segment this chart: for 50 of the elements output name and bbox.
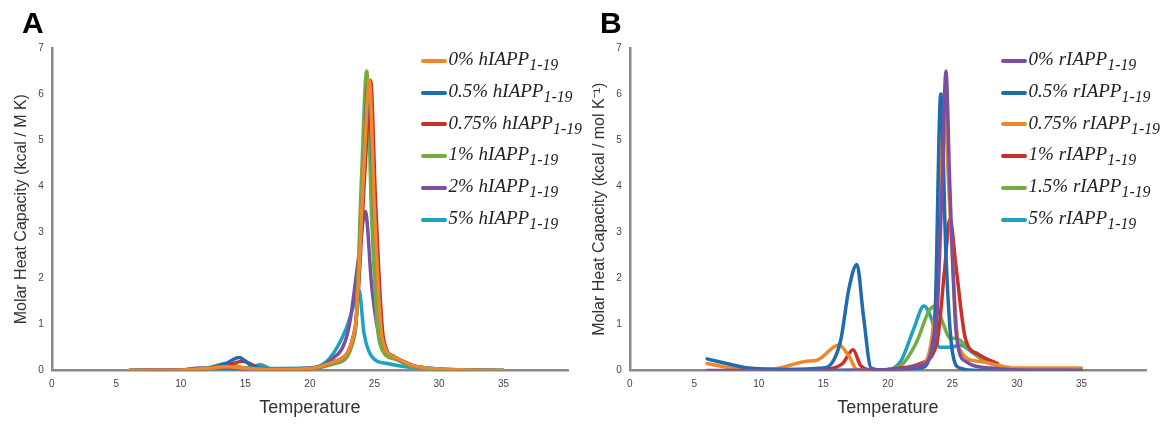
legend-label: 0.75% rIAPP$_{1-19}$ bbox=[1028, 111, 1160, 138]
y-tick-label: 7 bbox=[616, 41, 623, 53]
chart-title: A bbox=[21, 6, 45, 39]
x-tick-label: 15 bbox=[239, 378, 252, 390]
x-tick-label: 30 bbox=[433, 378, 445, 390]
y-tick-label: 4 bbox=[616, 179, 623, 191]
x-tick-label: 0 bbox=[48, 378, 55, 390]
y-tick-label: 4 bbox=[38, 179, 45, 191]
y-tick-label: 6 bbox=[38, 87, 45, 99]
y-tick-label: 1 bbox=[616, 318, 623, 330]
y-tick-label: 0 bbox=[616, 364, 623, 376]
x-tick-label: 5 bbox=[113, 378, 120, 390]
x-tick-label: 10 bbox=[175, 378, 187, 390]
legend-label: 1% hIAPP$_{1-19}$ bbox=[448, 143, 559, 170]
y-tick-label: 3 bbox=[616, 225, 623, 237]
legend-label: 2% hIAPP$_{1-19}$ bbox=[448, 175, 559, 201]
legend-label: 1% rIAPP$_{1-19}$ bbox=[1028, 143, 1137, 170]
legend-label: 0.5% rIAPP$_{1-19}$ bbox=[1028, 79, 1151, 106]
x-tick-label: 15 bbox=[817, 378, 830, 390]
x-tick-label: 30 bbox=[1011, 378, 1023, 390]
x-tick-label: 20 bbox=[304, 378, 316, 390]
y-tick-label: 5 bbox=[616, 133, 623, 145]
x-tick-label: 20 bbox=[882, 378, 894, 390]
y-tick-label: 7 bbox=[38, 41, 45, 53]
y-tick-label: 2 bbox=[38, 272, 45, 284]
legend-label: 0% rIAPP$_{1-19}$ bbox=[1028, 48, 1137, 74]
x-tick-label: 25 bbox=[946, 378, 959, 390]
y-tick-label: 0 bbox=[38, 364, 45, 376]
y-tick-label: 3 bbox=[38, 225, 45, 237]
legend-label: 0.75% hIAPP$_{1-19}$ bbox=[448, 111, 582, 138]
legend-label: 1.5% rIAPP$_{1-19}$ bbox=[1028, 175, 1151, 201]
y-tick-label: 5 bbox=[38, 133, 45, 145]
x-tick-label: 25 bbox=[368, 378, 381, 390]
y-tick-label: 2 bbox=[616, 272, 623, 284]
legend-label: 0% hIAPP$_{1-19}$ bbox=[448, 48, 559, 74]
y-axis-title: Molar Heat Capacity (kcal / mol K⁻¹) bbox=[590, 82, 608, 336]
x-axis-title: Temperature bbox=[259, 397, 361, 418]
y-axis-title: Molar Heat Capacity (kcal / M K) bbox=[12, 94, 30, 325]
y-tick-label: 1 bbox=[38, 318, 45, 330]
x-tick-label: 35 bbox=[1075, 378, 1088, 390]
x-tick-label: 0 bbox=[626, 378, 633, 390]
x-axis-title: Temperature bbox=[837, 397, 939, 418]
y-tick-label: 6 bbox=[616, 87, 623, 99]
x-tick-label: 35 bbox=[497, 378, 510, 390]
legend-label: 0.5% hIAPP$_{1-19}$ bbox=[448, 79, 573, 106]
legend-label: 5% rIAPP$_{1-19}$ bbox=[1028, 206, 1137, 233]
x-tick-label: 10 bbox=[753, 378, 765, 390]
legend-label: 5% hIAPP$_{1-19}$ bbox=[448, 206, 559, 233]
chart-title: B bbox=[599, 6, 623, 39]
x-tick-label: 5 bbox=[691, 378, 698, 390]
